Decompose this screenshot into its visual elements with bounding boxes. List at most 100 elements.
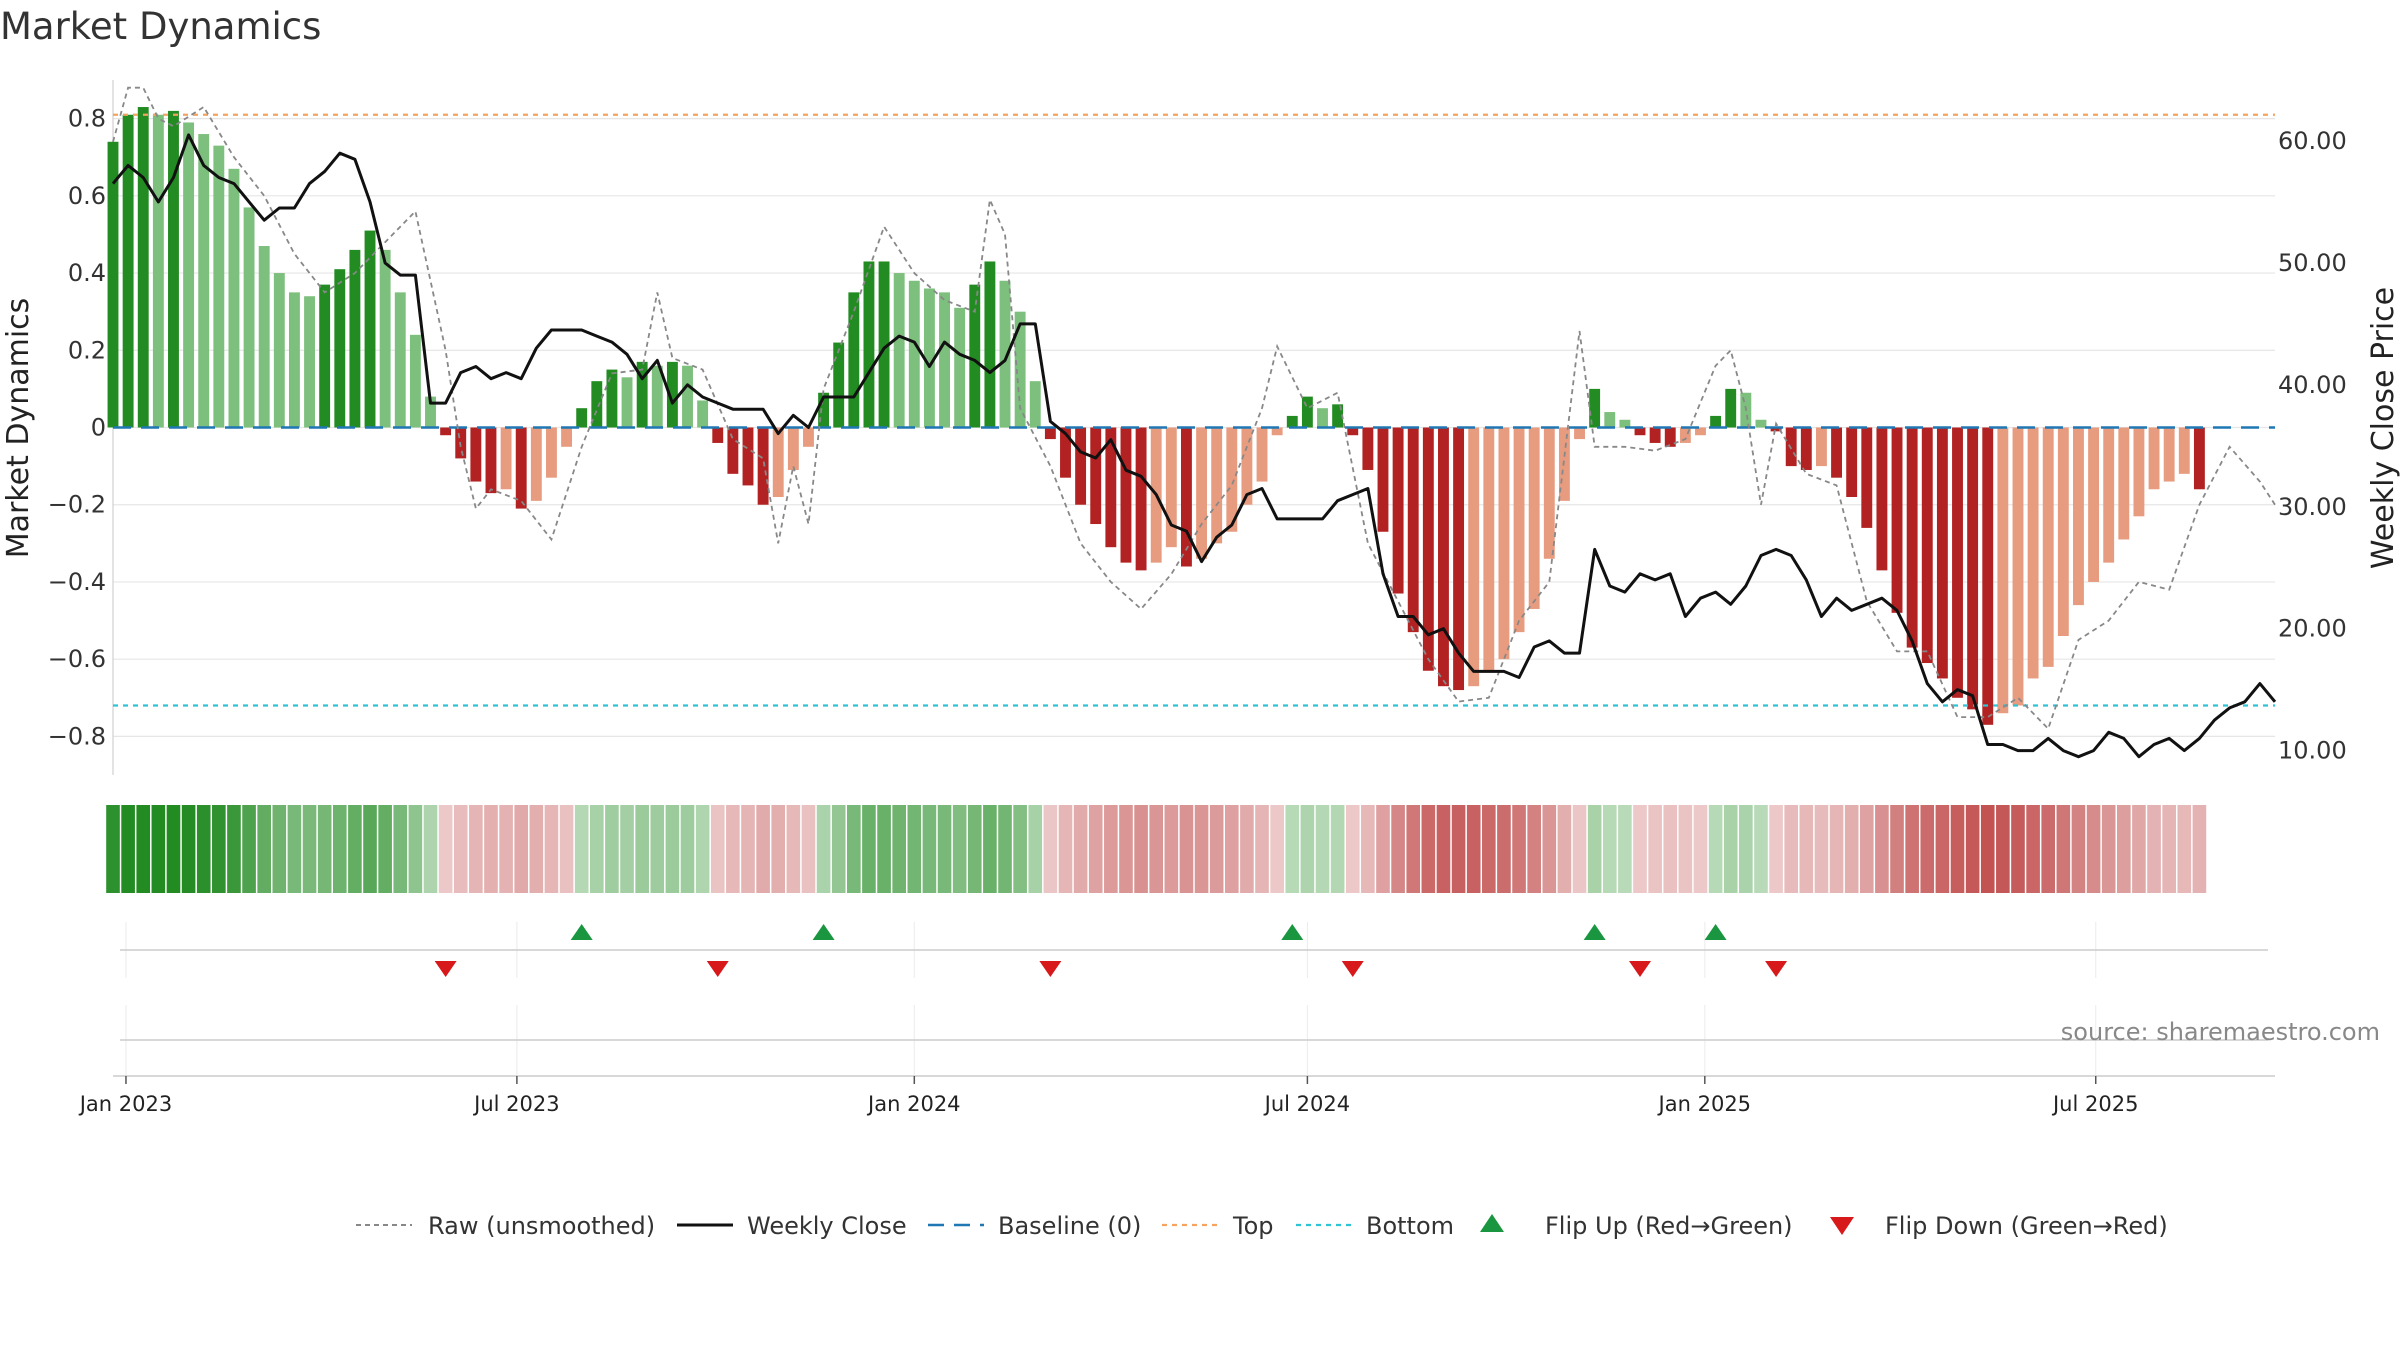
strip-cell-22 — [438, 805, 453, 893]
strip-cell-91 — [1482, 805, 1496, 893]
bar-2024-06-24-1 — [1301, 396, 1313, 428]
bar-2024-07-22-6 — [1438, 427, 1449, 687]
strip-cell-74 — [1224, 805, 1239, 893]
flip-up-marker-4 — [1704, 924, 1727, 940]
left-tick-label-4: 0 — [91, 414, 106, 442]
left-tick-label-0: 0.8 — [68, 105, 106, 133]
strip-cell-101 — [1633, 805, 1647, 893]
strip-cell-125 — [1996, 805, 2010, 893]
bar-2024-07-22-14 — [1558, 427, 1570, 501]
bar-2023-05-29-6 — [530, 427, 542, 501]
bar-2022-12-26-13 — [304, 296, 315, 428]
strip-cell-43 — [756, 805, 770, 893]
strip-cell-122 — [1950, 805, 1965, 893]
bar-2025-02-03-7 — [1876, 427, 1888, 571]
strip-cell-94 — [1527, 805, 1541, 893]
strip-cell-25 — [484, 805, 498, 893]
bar-2024-03-04-6 — [1135, 427, 1147, 571]
strip-cell-126 — [2011, 805, 2025, 893]
flip-up-marker-0 — [570, 924, 593, 940]
strip-cell-106 — [1708, 805, 1723, 893]
strip-cell-136 — [2162, 805, 2176, 893]
legend-item-flip_down: Flip Down (Green→Red) — [1830, 1212, 2168, 1240]
right-y-axis-title: Weekly Close Price — [2366, 287, 2400, 569]
strip-cell-130 — [2071, 805, 2086, 893]
strip-cell-40 — [710, 805, 725, 893]
bar-2023-07-31-5 — [651, 365, 663, 428]
bar-2024-12-02-4 — [1695, 427, 1706, 436]
bar-2023-11-20-0 — [818, 392, 830, 428]
left-tick-label-5: −0.2 — [48, 491, 106, 519]
strip-cell-80 — [1315, 805, 1330, 893]
bar-2023-11-20-6 — [908, 280, 920, 428]
bar-2025-02-03-19 — [2057, 427, 2069, 636]
bar-2022-12-26-16 — [349, 249, 361, 428]
legend-label-flip_up: Flip Up (Red→Green) — [1545, 1212, 1793, 1240]
bar-2023-10-02-2 — [742, 427, 754, 486]
bar-2025-02-03-8 — [1891, 427, 1903, 613]
strip-cell-132 — [2101, 805, 2116, 893]
bar-2023-11-20-7 — [923, 288, 935, 428]
strip-cell-19 — [393, 805, 408, 893]
bar-2025-02-03-5 — [1846, 427, 1858, 497]
flip-down-marker-3 — [1341, 961, 1364, 977]
strip-cell-6 — [196, 805, 211, 893]
bar-2025-02-03-3 — [1815, 427, 1827, 467]
strip-cell-50 — [862, 805, 876, 893]
bar-2023-11-20-14 — [1029, 381, 1041, 428]
strip-cell-72 — [1194, 805, 1209, 893]
strip-cell-33 — [605, 805, 619, 893]
strip-cell-68 — [1134, 805, 1148, 893]
strip-cell-103 — [1663, 805, 1678, 893]
strip-cell-4 — [166, 805, 181, 893]
bar-2022-12-26-1 — [122, 114, 134, 428]
strip-cell-77 — [1270, 805, 1284, 893]
bar-2024-07-22-1 — [1362, 427, 1374, 470]
strip-cell-17 — [363, 805, 377, 893]
legend-item-top: Top — [1162, 1212, 1274, 1240]
left-tick-label-1: 0.6 — [68, 182, 106, 210]
bar-2023-10-02-1 — [727, 427, 739, 474]
bar-2024-03-04-2 — [1075, 427, 1087, 505]
strip-cell-128 — [2041, 805, 2056, 893]
bar-2025-02-03-12 — [1952, 427, 1963, 698]
bar-2023-07-31-6 — [666, 361, 678, 428]
bar-2025-02-03-9 — [1906, 427, 1918, 648]
strip-cell-85 — [1391, 805, 1405, 893]
strip-cell-96 — [1557, 805, 1572, 893]
strip-cell-95 — [1542, 805, 1557, 893]
x-tick-label-3: Jul 2024 — [1263, 1092, 1350, 1116]
strip-cell-69 — [1149, 805, 1164, 893]
left-tick-label-3: 0.2 — [68, 336, 106, 364]
x-tick-label-5: Jul 2025 — [2051, 1092, 2138, 1116]
legend-swatch-flip-down — [1830, 1217, 1854, 1235]
bar-2024-07-22-7 — [1453, 427, 1465, 691]
strip-cell-104 — [1678, 805, 1693, 893]
bar-2024-03-04-4 — [1105, 427, 1117, 548]
strip-cell-89 — [1451, 805, 1466, 893]
strip-cell-9 — [242, 805, 256, 893]
source-note: source: sharemaestro.com — [2061, 1018, 2380, 1046]
bar-2023-11-20-9 — [954, 307, 966, 428]
bar-2023-10-02-4 — [772, 427, 784, 497]
bar-2025-01-06-3 — [1755, 419, 1767, 428]
strip-cell-105 — [1693, 805, 1708, 893]
flip-up-marker-2 — [1281, 924, 1304, 940]
flip-markers-panel — [120, 922, 2268, 1075]
bar-2023-11-20-10 — [969, 284, 981, 428]
bar-2025-02-03-2 — [1800, 427, 1812, 470]
bar-2024-07-22-3 — [1392, 427, 1404, 594]
bar-2025-01-06-0 — [1710, 415, 1722, 428]
bar-2025-02-03-27 — [2178, 427, 2190, 474]
strip-cell-119 — [1905, 805, 1919, 893]
strip-cell-99 — [1602, 805, 1617, 893]
bar-2024-07-22-0 — [1347, 427, 1359, 436]
strip-cell-24 — [469, 805, 483, 893]
strip-cell-47 — [816, 805, 831, 893]
strip-cell-70 — [1164, 805, 1179, 893]
strip-cell-75 — [1240, 805, 1254, 893]
weekly-close-line — [111, 133, 2277, 759]
strip-cell-115 — [1844, 805, 1859, 893]
bar-2023-05-29-2 — [470, 427, 482, 482]
x-tick-label-0: Jan 2023 — [78, 1092, 173, 1116]
